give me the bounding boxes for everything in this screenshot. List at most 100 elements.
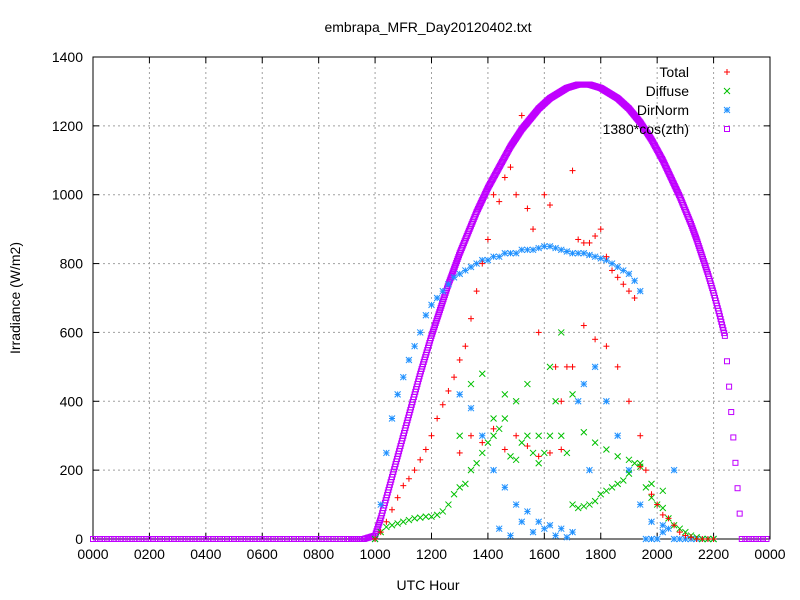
x-stroke — [411, 514, 418, 522]
data-point — [648, 518, 655, 526]
data-point — [467, 466, 475, 474]
star-stroke — [461, 267, 469, 274]
x-stroke — [456, 484, 464, 491]
data-point — [411, 467, 418, 474]
data-point — [636, 459, 644, 467]
star-stroke — [450, 273, 458, 281]
star-stroke — [512, 501, 520, 508]
data-point — [691, 230, 698, 237]
star-stroke — [518, 246, 526, 254]
data-point — [614, 480, 622, 488]
y-tick-label: 600 — [60, 324, 84, 340]
data-point — [156, 536, 163, 542]
data-point — [574, 504, 582, 512]
x-stroke — [456, 432, 464, 440]
data-point — [597, 490, 605, 498]
data-point — [603, 343, 610, 350]
data-point — [394, 494, 401, 501]
x-stroke — [529, 449, 537, 457]
data-point — [478, 432, 486, 440]
data-point — [453, 257, 460, 264]
data-point — [730, 434, 737, 441]
star-stroke — [518, 518, 526, 526]
star-stroke — [535, 244, 543, 252]
data-point — [535, 432, 543, 440]
y-tick-label: 800 — [60, 256, 84, 272]
data-point — [329, 536, 336, 542]
x-stroke — [580, 502, 588, 510]
data-point — [206, 536, 213, 542]
data-point — [546, 363, 554, 371]
data-point — [319, 536, 326, 542]
star-stroke — [428, 301, 435, 309]
data-point — [586, 501, 593, 508]
data-point — [501, 249, 509, 257]
data-point — [541, 191, 548, 198]
data-point — [259, 536, 266, 542]
data-point — [467, 315, 474, 322]
data-point — [512, 456, 520, 464]
legend-label: 1380*cos(zth) — [603, 121, 689, 137]
data-point — [340, 536, 347, 542]
data-point — [535, 244, 543, 252]
data-point — [728, 409, 735, 416]
star-stroke — [653, 535, 661, 543]
data-point — [552, 532, 559, 539]
data-point — [529, 449, 537, 457]
legend-marker — [724, 126, 730, 132]
data-point — [473, 459, 480, 467]
x-stroke — [490, 415, 497, 422]
data-point — [597, 255, 605, 262]
data-point — [591, 497, 599, 505]
data-point — [513, 432, 520, 439]
data-point — [434, 415, 441, 422]
data-point — [580, 502, 588, 510]
data-point — [592, 336, 599, 343]
data-point — [659, 504, 667, 512]
x-stroke — [569, 501, 576, 508]
data-point — [648, 494, 655, 502]
star-stroke — [377, 501, 385, 508]
star-stroke — [642, 535, 650, 543]
data-point — [569, 391, 576, 398]
star-stroke — [676, 535, 684, 543]
data-point — [422, 513, 430, 520]
y-tick-label: 0 — [75, 531, 83, 547]
star-stroke — [546, 521, 554, 529]
x-stroke — [439, 508, 447, 515]
data-point — [473, 260, 480, 267]
data-point — [535, 329, 542, 336]
x-stroke — [723, 87, 731, 95]
x-tick-label: 1600 — [529, 546, 560, 562]
data-point — [495, 525, 503, 533]
data-point — [114, 536, 121, 542]
x-stroke — [603, 487, 610, 495]
x-stroke — [501, 415, 509, 422]
data-point — [453, 259, 460, 266]
data-point — [642, 535, 650, 543]
star-stroke — [614, 432, 622, 440]
data-point — [439, 401, 446, 408]
data-point — [283, 536, 290, 542]
data-point — [405, 516, 413, 524]
x-stroke — [512, 397, 520, 405]
x-stroke — [682, 528, 689, 536]
data-point — [90, 536, 96, 542]
data-point — [603, 397, 610, 405]
data-point — [524, 380, 531, 388]
data-point — [625, 470, 633, 477]
data-point — [107, 536, 114, 542]
star-stroke — [416, 329, 424, 336]
data-point — [153, 536, 160, 542]
data-point — [688, 534, 695, 541]
x-stroke — [557, 432, 565, 440]
star-stroke — [552, 532, 559, 539]
y-tick-label: 1200 — [52, 118, 83, 134]
star-stroke — [682, 535, 689, 543]
data-point — [118, 536, 125, 542]
data-point — [546, 521, 554, 529]
x-stroke — [642, 484, 650, 491]
data-point — [670, 535, 678, 543]
star-stroke — [456, 391, 464, 398]
data-point — [676, 525, 684, 533]
